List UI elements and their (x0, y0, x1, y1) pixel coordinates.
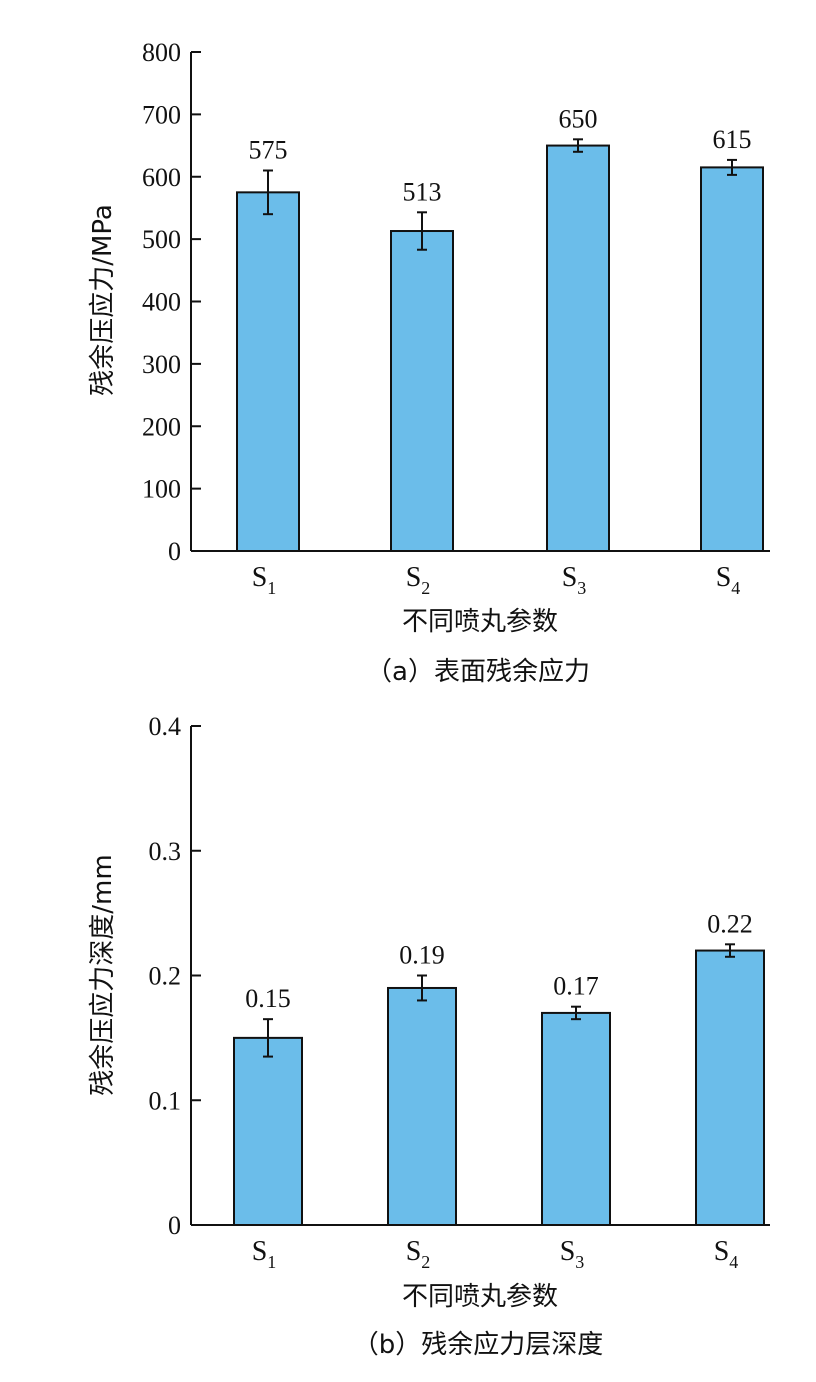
bar (390, 230, 454, 553)
x-category-label: S2 (406, 562, 431, 598)
y-axis-label: 残余压应力深度/mm (88, 854, 118, 1095)
data-label: 0.19 (399, 941, 445, 970)
error-bar (725, 943, 735, 958)
error-bar (417, 974, 427, 1002)
y-tick-label: 400 (142, 288, 181, 317)
y-tick-label: 0 (168, 537, 181, 566)
y-tick-label: 0.1 (149, 1086, 182, 1115)
y-tick-label: 100 (142, 475, 181, 504)
error-bar (727, 158, 737, 176)
y-tick-label: 600 (142, 163, 181, 192)
x-category-label: S3 (560, 1236, 585, 1272)
data-label: 615 (713, 125, 752, 154)
bars (233, 949, 765, 1226)
x-category-label: S1 (252, 1236, 277, 1272)
x-axis-category-labels: S1 S2 S3 S4 (252, 562, 741, 598)
y-axis-label: 残余压应力/MPa (88, 204, 118, 396)
panel-caption: （b）残余应力层深度 (353, 1330, 604, 1360)
x-category-label: S3 (562, 562, 587, 598)
y-tick-label: 700 (142, 100, 181, 129)
error-bar (571, 1005, 581, 1021)
x-category-label: S4 (714, 1236, 739, 1272)
error-bar (263, 1018, 273, 1058)
x-axis-category-labels: S1 S2 S3 S4 (252, 1236, 739, 1272)
error-bar (573, 138, 583, 153)
x-category-label: S1 (252, 562, 277, 598)
bar (541, 1011, 611, 1226)
bar (695, 949, 765, 1226)
data-label: 513 (403, 177, 442, 206)
panel-a-surface-residual-stress: 0 100 200 300 400 500 600 700 800 575 513 650 615 S… (88, 38, 770, 687)
bar (387, 986, 457, 1226)
y-tick-label: 0.3 (149, 837, 182, 866)
y-tick-label: 300 (142, 350, 181, 379)
y-tick-label: 800 (142, 38, 181, 67)
data-label: 650 (559, 104, 598, 133)
x-category-label: S4 (716, 562, 741, 598)
data-label: 0.22 (707, 909, 753, 938)
error-bar (417, 211, 427, 251)
error-bars (263, 943, 735, 1058)
bar (236, 191, 300, 552)
x-category-label: S2 (406, 1236, 431, 1272)
data-labels: 575 513 650 615 (249, 104, 752, 206)
error-bar (263, 169, 273, 216)
y-tick-label: 0.2 (149, 962, 182, 991)
y-tick-label: 500 (142, 225, 181, 254)
bar (546, 144, 610, 552)
bars (236, 144, 764, 553)
y-tick-label: 0.4 (149, 712, 182, 741)
x-axis-label: 不同喷丸参数 (402, 1282, 558, 1312)
data-label: 0.17 (553, 972, 599, 1001)
error-bars (263, 138, 737, 251)
panel-caption: （a）表面残余应力 (366, 657, 590, 687)
y-tick-label: 200 (142, 412, 181, 441)
bar (233, 1036, 303, 1226)
data-labels: 0.15 0.19 0.17 0.22 (245, 909, 753, 1013)
data-label: 575 (249, 136, 288, 165)
bar (700, 166, 764, 553)
panel-b-residual-stress-depth: 00.10.20.30.4 0.150.190.170.22 S1 S2 S3 S4 … (88, 712, 770, 1360)
y-axis-ticks: 0 100 200 300 400 500 600 700 800 (142, 38, 201, 566)
x-axis-label: 不同喷丸参数 (402, 607, 558, 637)
y-tick-label: 0 (168, 1211, 181, 1240)
data-label: 0.15 (245, 984, 291, 1013)
y-axis-ticks: 0 0.1 0.2 0.3 0.4 (149, 712, 201, 1240)
